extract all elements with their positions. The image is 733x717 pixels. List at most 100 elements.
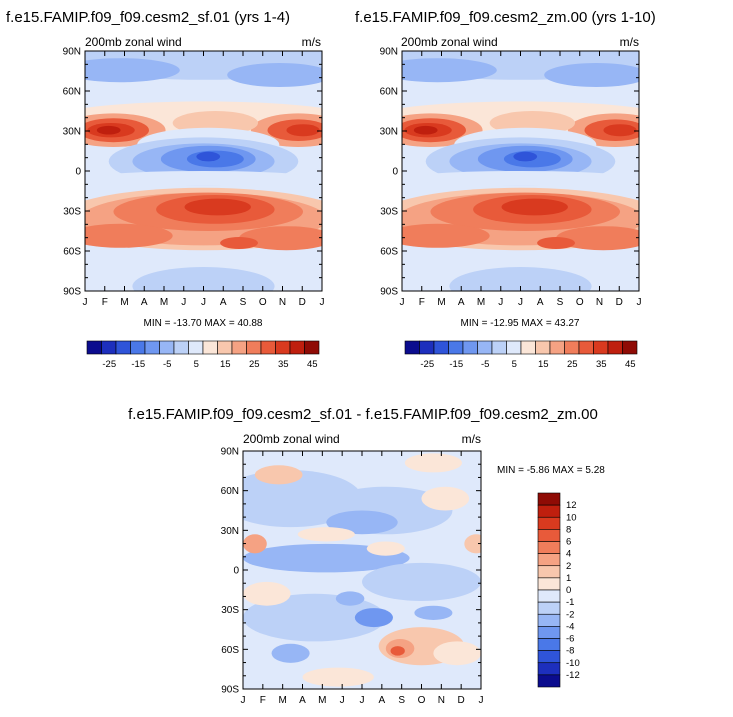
panel-1-colorbar-swatch-1 <box>101 340 117 355</box>
panel-1-colorbar-label-0: -25 <box>102 359 116 370</box>
panel-1-subtitle-left: 200mb zonal wind <box>85 35 182 49</box>
panel-1-colorbar-label-3: 5 <box>194 359 199 370</box>
panel-1-xtick-label-4: M <box>160 297 168 308</box>
panel-1-xtick-label-9: O <box>259 297 267 308</box>
panel-2-contour-23 <box>501 198 568 216</box>
panel-1-contour-10 <box>96 125 121 135</box>
panel-2-contour-24 <box>402 223 490 248</box>
panel-2-xtick-label-8: S <box>557 297 564 308</box>
panel-3-colorbar-swatch-15 <box>537 674 561 688</box>
panel-3-field <box>243 451 481 689</box>
panel-2-contour-2 <box>544 63 639 87</box>
panel-2-colorbar-swatch-13 <box>593 340 609 355</box>
panel-3-contour-18 <box>243 581 291 606</box>
panel-2-xtick-label-3: A <box>458 297 465 308</box>
panel-2-contour-25 <box>556 226 639 251</box>
panel-2-units: m/s <box>620 35 639 49</box>
panel-3-colorbar-swatch-13 <box>537 650 561 664</box>
panel-2-xtick-label-5: J <box>498 297 503 308</box>
panel-2-ytick-label-6: 90S <box>380 287 398 298</box>
panel-2-subtitle-left: 200mb zonal wind <box>401 35 498 49</box>
panel-3-colorbar-label-6: 1 <box>566 573 571 584</box>
panel-1-colorbar-swatch-10 <box>231 340 247 355</box>
panel-1-xtick-label-6: J <box>201 297 206 308</box>
panel-3-plot: J F M A M J J A S O N D J 90N 60N 30N 0 30S 60S 90S <box>221 447 484 707</box>
panel-2-colorbar-label-1: -15 <box>449 359 463 370</box>
panel-1-min-max: MIN = -13.70 MAX = 40.88 <box>144 318 263 329</box>
panel-2-colorbar-label-3: 5 <box>512 359 517 370</box>
panel-2-colorbar-swatch-11 <box>564 340 580 355</box>
panel-2-field <box>402 51 639 291</box>
panel-1-contour-28 <box>132 267 275 291</box>
panel-1-colorbar-label-7: 45 <box>307 359 318 370</box>
panel-2-plot: J F M A M J J A S O N D J 90N 60N 30N 0 30S 60S 90S <box>380 47 642 309</box>
panel-3-contour-15 <box>433 641 481 666</box>
panel-3-colorbar-label-10: -4 <box>566 621 574 632</box>
panel-1-colorbar-swatch-9 <box>217 340 233 355</box>
panel-3-colorbar-swatch-11 <box>537 626 561 639</box>
panel-3-xtick-label-1: F <box>260 695 266 706</box>
panel-1-colorbar-label-4: 15 <box>220 359 231 370</box>
panel-1-xtick-label-11: D <box>299 297 306 308</box>
panel-3-colorbar-swatch-7 <box>537 577 561 591</box>
panel-3-contour-21 <box>297 527 355 542</box>
panel-2-xtick-label-7: A <box>537 297 544 308</box>
panel-2-colorbar-label-2: -5 <box>481 359 489 370</box>
panel-3-colorbar-swatch-14 <box>537 662 561 676</box>
panel-1-colorbar-swatch-11 <box>246 340 262 355</box>
panel-2-colorbar-label-5: 25 <box>567 359 578 370</box>
panel-3-contour-8 <box>243 534 267 554</box>
panel-2-colorbar-swatch-12 <box>578 340 594 355</box>
panel-2-colorbar-swatch-1 <box>419 340 435 355</box>
panel-2-ytick-label-1: 60N <box>380 87 398 98</box>
panel-3-colorbar-label-14: -12 <box>566 670 580 681</box>
panel-1-colorbar-label-1: -15 <box>131 359 145 370</box>
panel-2-min-max: MIN = -12.95 MAX = 43.27 <box>461 318 580 329</box>
panel-1-colorbar-swatch-4 <box>144 340 160 355</box>
panel-2-ytick-label-2: 30N <box>380 127 398 138</box>
panel-2-colorbar-swatch-10 <box>549 340 565 355</box>
panel-3-contour-11 <box>335 591 365 606</box>
panel-3-xtick-label-2: M <box>278 695 286 706</box>
panel-2-ytick-label-3: 0 <box>392 167 398 178</box>
panel-3-xtick-label-9: O <box>418 695 426 706</box>
panel-1: f.e15.FAMIP.f09_f09.cesm2_sf.01 (yrs 1-4… <box>6 9 325 370</box>
panel-3-colorbar-label-0: 12 <box>566 500 577 511</box>
panel-3-xtick-label-5: J <box>340 695 345 706</box>
panel-3-xtick-label-12: J <box>479 695 484 706</box>
panel-2-colorbar-swatch-14 <box>607 340 623 355</box>
panel-2-colorbar-swatch-7 <box>506 340 522 355</box>
panel-3-colorbar-swatch-3 <box>537 529 561 542</box>
panel-3-colorbar-swatch-6 <box>537 565 561 579</box>
panel-3-colorbar-swatch-2 <box>537 516 561 530</box>
panel-1-contour-24 <box>85 223 173 248</box>
panel-2-colorbar-swatch-3 <box>448 340 464 355</box>
panel-2-contour-1 <box>402 58 497 83</box>
panel-1-colorbar-swatch-13 <box>275 340 291 355</box>
panel-3-colorbar-swatch-8 <box>537 589 561 603</box>
panel-1-xtick-label-1: F <box>102 297 108 308</box>
panel-2-xtick-label-0: J <box>400 297 405 308</box>
panel-1-colorbar-swatch-14 <box>289 340 305 355</box>
panel-3-colorbar-swatch-1 <box>537 504 561 518</box>
panel-3-contour-3 <box>362 562 481 601</box>
panel-3-colorbar-swatch-12 <box>537 638 561 651</box>
panel-1-contour-9 <box>286 124 320 137</box>
panel-2-colorbar: -25 -15 -5 5 15 25 35 45 <box>404 340 638 370</box>
panel-3-contour-7 <box>404 453 462 473</box>
panel-2: f.e15.FAMIP.f09_f09.cesm2_zm.00 (yrs 1-1… <box>355 9 656 370</box>
panel-1-colorbar-swatch-3 <box>130 340 146 355</box>
panel-3-ytick-label-4: 30S <box>221 605 239 616</box>
panel-3-colorbar-label-3: 6 <box>566 537 571 548</box>
panel-3-colorbar-swatch-5 <box>537 553 561 567</box>
panel-1-ytick-label-2: 30N <box>63 127 81 138</box>
panel-3-xtick-label-6: J <box>360 695 365 706</box>
panel-2-colorbar-label-4: 15 <box>538 359 549 370</box>
panel-3-xtick-label-3: A <box>299 695 306 706</box>
panel-2-colorbar-label-6: 35 <box>596 359 607 370</box>
panel-3-subtitle-left: 200mb zonal wind <box>243 432 340 446</box>
panel-2-contour-10 <box>413 125 438 135</box>
panel-1-xtick-label-3: A <box>141 297 148 308</box>
